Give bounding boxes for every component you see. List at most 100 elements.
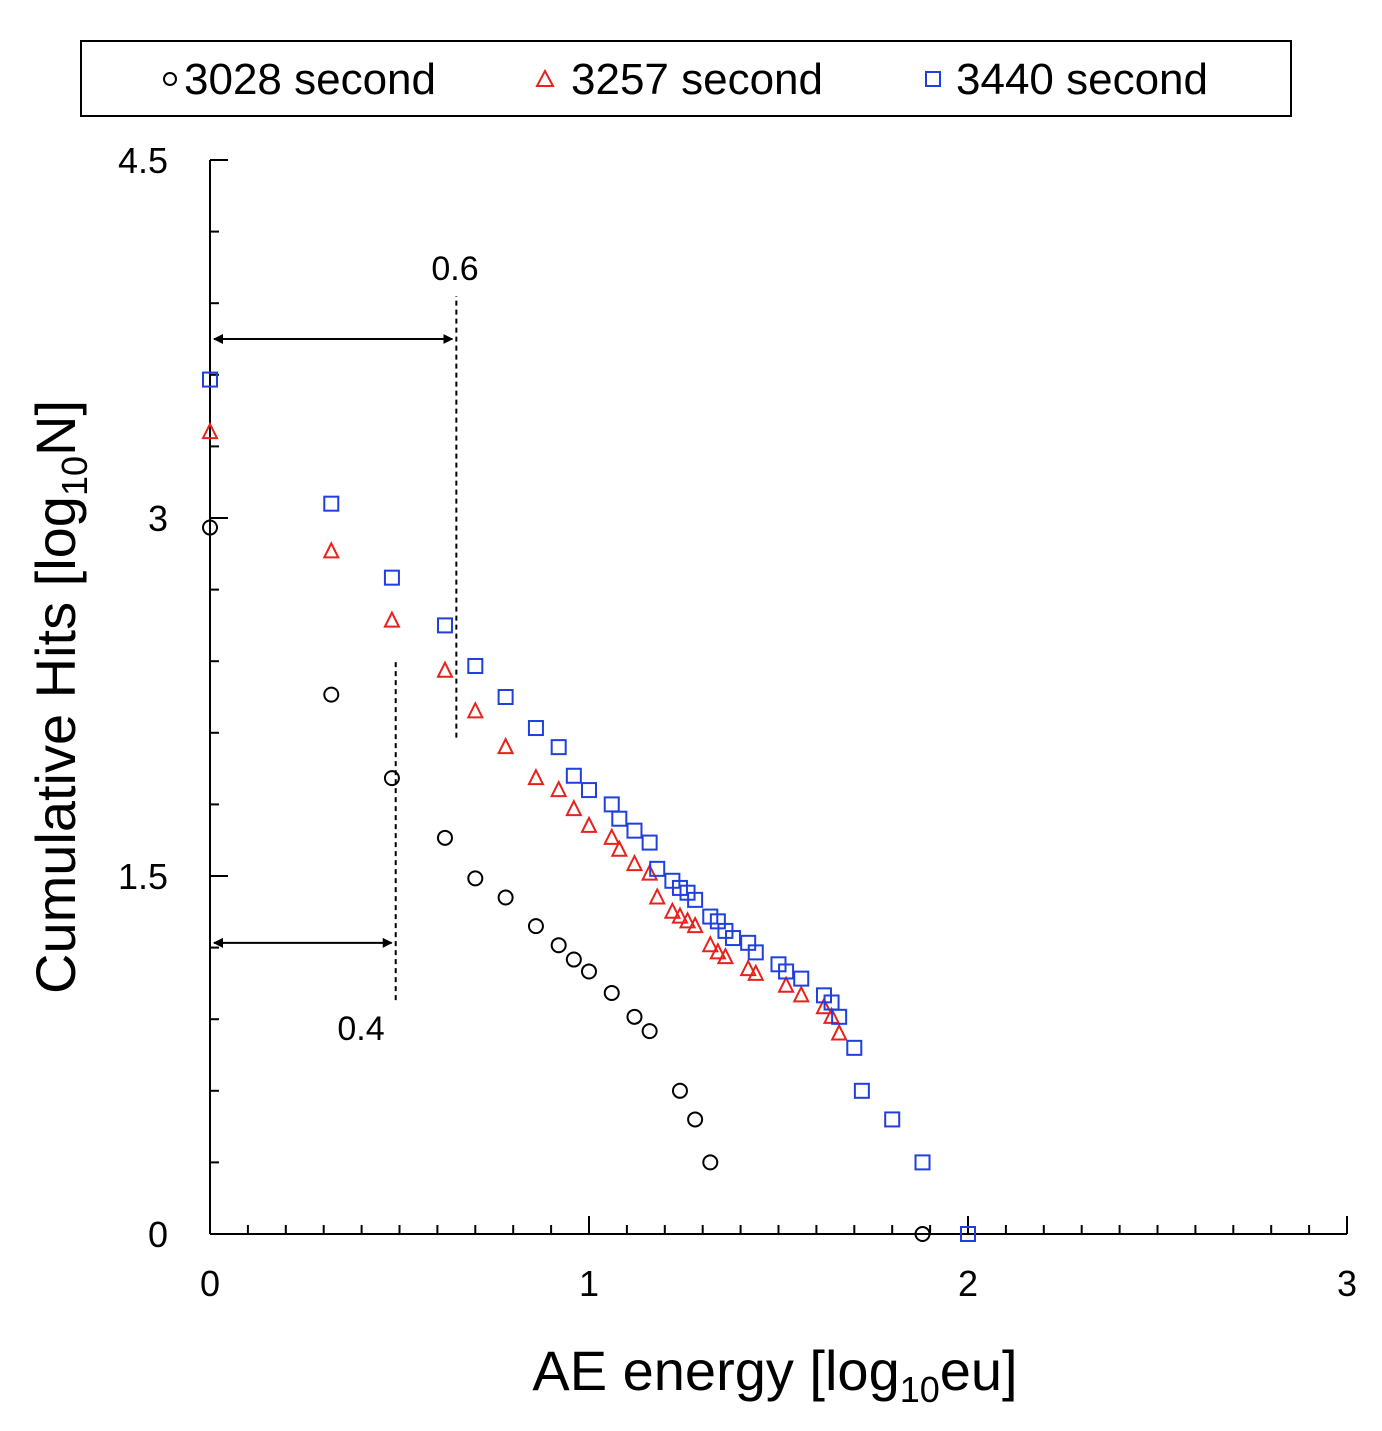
series-3440-second <box>202 371 976 1242</box>
point-square <box>641 834 658 851</box>
legend-box <box>80 40 1292 117</box>
y-axis-title-end: N] <box>24 400 87 456</box>
point-triangle <box>550 779 568 798</box>
legend-marker-circle <box>163 72 177 86</box>
point-circle <box>603 984 620 1001</box>
y-tick-label: 3 <box>148 498 168 539</box>
point-triangle <box>201 421 219 440</box>
legend-item-3440: 3440 second <box>925 55 1208 104</box>
point-triangle <box>436 660 454 678</box>
point-triangle <box>663 901 681 919</box>
point-circle <box>702 1154 719 1171</box>
x-tick-label: 2 <box>958 1263 978 1304</box>
x-axis-title-main: AE energy [log <box>532 1339 899 1402</box>
point-circle <box>581 963 597 980</box>
y-tick-label: 1.5 <box>118 856 168 897</box>
legend: 3028 second 3257 second 3440 second <box>80 40 1292 117</box>
point-square <box>846 1039 863 1056</box>
legend-marker-square <box>925 71 941 87</box>
y-axis-title: Cumulative Hits [log10N] <box>24 400 95 994</box>
series-3257-second <box>201 421 848 1041</box>
point-square <box>467 657 484 674</box>
point-square <box>565 767 582 784</box>
y-axis-title-sub: 10 <box>54 456 95 496</box>
point-circle <box>671 1082 688 1099</box>
point-circle <box>550 937 567 954</box>
x-axis-title: AE energy [log10eu] <box>532 1339 1017 1410</box>
point-triangle <box>830 1023 848 1041</box>
point-square <box>323 495 340 512</box>
point-square <box>383 569 400 586</box>
point-square <box>793 970 810 987</box>
point-circle <box>436 829 453 846</box>
point-triangle <box>527 767 545 786</box>
annotation-0.6-label: 0.6 <box>431 250 478 288</box>
point-circle <box>641 1023 658 1040</box>
point-square <box>914 1154 931 1171</box>
point-triangle <box>603 827 621 845</box>
point-triangle <box>777 975 795 993</box>
point-triangle <box>686 915 704 934</box>
x-tick-label: 3 <box>1337 1263 1357 1304</box>
tick-labels: 0 1 2 3 0 1.5 3 4.5 <box>118 140 1357 1304</box>
point-triangle <box>466 701 484 719</box>
axes <box>209 160 1347 1235</box>
point-triangle <box>792 985 810 1003</box>
data-points <box>201 371 976 1242</box>
x-axis-title-sub: 10 <box>900 1369 940 1410</box>
legend-label-3257: 3257 second <box>571 55 823 104</box>
point-circle <box>565 951 582 968</box>
point-square <box>649 860 666 877</box>
point-square <box>725 930 742 947</box>
point-triangle <box>678 911 697 929</box>
legend-item-3028: 3028 second <box>163 55 436 104</box>
point-circle <box>497 889 514 906</box>
point-square <box>884 1111 901 1128</box>
point-triangle <box>701 934 719 953</box>
point-square <box>497 689 514 705</box>
point-triangle <box>580 815 598 833</box>
legend-label-3440: 3440 second <box>956 55 1208 104</box>
y-tick-label: 0 <box>148 1214 168 1255</box>
point-circle <box>914 1226 931 1242</box>
point-circle <box>323 686 340 703</box>
point-triangle <box>322 541 340 559</box>
point-square <box>778 963 795 980</box>
x-tick-label: 1 <box>579 1263 599 1304</box>
point-square <box>960 1226 976 1242</box>
point-triangle <box>709 942 727 960</box>
point-square <box>853 1082 870 1099</box>
point-square <box>550 739 567 756</box>
x-tick-label: 0 <box>200 1263 220 1304</box>
point-square <box>603 796 620 813</box>
point-square <box>687 891 704 908</box>
point-triangle <box>739 958 757 977</box>
y-axis-title-main: Cumulative Hits [log <box>24 496 87 994</box>
point-square <box>527 720 544 737</box>
point-triangle <box>565 798 583 817</box>
point-square <box>626 822 643 839</box>
point-triangle <box>610 839 628 857</box>
x-axis-title-end: eu] <box>940 1339 1018 1402</box>
point-square <box>581 782 597 799</box>
point-triangle <box>497 736 515 755</box>
annotation-0.4-label: 0.4 <box>337 1010 384 1048</box>
point-triangle <box>383 610 401 628</box>
point-square <box>202 371 218 388</box>
point-circle <box>467 870 484 887</box>
point-circle <box>527 918 544 935</box>
point-square <box>831 1008 848 1025</box>
point-triangle <box>625 853 644 872</box>
legend-marker-triangle <box>535 68 555 87</box>
point-circle <box>383 770 400 787</box>
point-triangle <box>716 946 735 965</box>
point-triangle <box>747 963 765 981</box>
y-tick-label: 4.5 <box>118 140 168 181</box>
point-triangle <box>641 863 659 881</box>
point-square <box>611 810 628 827</box>
point-square <box>436 617 453 634</box>
point-circle <box>202 519 218 536</box>
point-triangle <box>648 887 666 905</box>
ticks <box>209 159 1348 1235</box>
